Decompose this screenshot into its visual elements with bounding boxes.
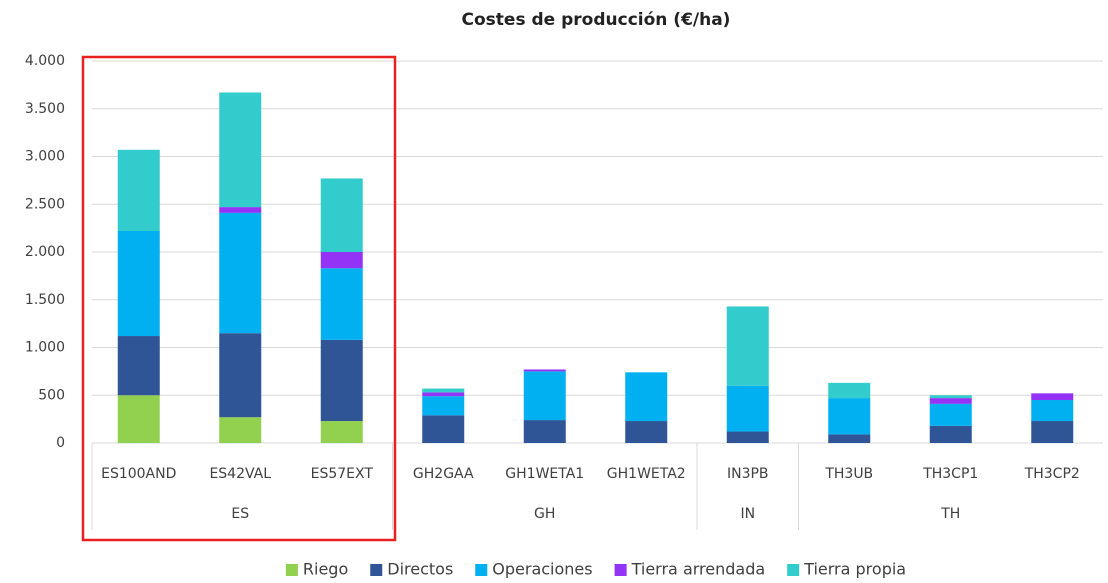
legend-label: Tierra propia: [803, 560, 906, 579]
x-tick-label: GH2GAA: [413, 466, 474, 482]
legend-label: Tierra arrendada: [631, 560, 766, 579]
bar-segment: [320, 268, 363, 340]
y-tick-label: 500: [38, 387, 65, 403]
bar-segment: [219, 417, 262, 443]
legend-item: Riego: [285, 560, 348, 579]
bar-segment: [117, 395, 160, 443]
bar-segment: [117, 336, 160, 396]
x-tick-label: TH3CP1: [922, 466, 978, 482]
bar-segment: [828, 382, 871, 399]
y-tick-label: 4.000: [25, 53, 65, 69]
y-tick-label: 3.000: [25, 149, 65, 165]
y-tick-label: 2.500: [25, 196, 65, 212]
x-tick-label: GH1WETA2: [607, 466, 686, 482]
legend-item: Tierra arrendada: [614, 560, 766, 579]
legend-label: Directos: [387, 560, 453, 579]
bar-segment: [625, 372, 668, 422]
x-tick-label: TH3CP2: [1024, 466, 1080, 482]
legend-swatch: [370, 564, 383, 576]
bar-segment: [117, 230, 160, 337]
legend-swatch: [614, 564, 627, 576]
bar-segment: [726, 431, 769, 443]
bar-segment: [625, 421, 668, 443]
bar-segment: [523, 371, 566, 421]
y-tick-label: 2.000: [25, 244, 65, 260]
highlight-box: [81, 55, 397, 542]
bar-segment: [422, 388, 465, 393]
legend-label: Operaciones: [492, 560, 592, 579]
bar-segment: [219, 207, 262, 213]
bar-segment: [219, 92, 262, 208]
bar-segment: [1031, 421, 1074, 443]
bar-segment: [726, 306, 769, 386]
bar-segment: [320, 421, 363, 443]
legend-item: Operaciones: [475, 560, 593, 579]
legend-item: Directos: [370, 560, 453, 579]
bar-segment: [929, 398, 972, 404]
y-tick-label: 1.000: [25, 340, 65, 356]
bar-segment: [219, 212, 262, 334]
y-tick-label: 3.500: [25, 101, 65, 117]
bar-segment: [422, 396, 465, 416]
y-tick-label: 0: [56, 435, 65, 451]
bar-segment: [523, 420, 566, 443]
group-label: IN: [740, 506, 755, 522]
group-label: GH: [534, 506, 555, 522]
x-tick-label: TH3UB: [824, 466, 873, 482]
bar-segment: [219, 333, 262, 418]
x-tick-label: ES42VAL: [209, 466, 271, 482]
legend-label: Riego: [303, 560, 348, 579]
bar-segment: [320, 178, 363, 252]
x-tick-label: IN3PB: [727, 466, 769, 482]
bar-segment: [929, 395, 972, 399]
x-tick-label: ES57EXT: [311, 466, 374, 482]
plot: 0 500 1.000 1.500 2.000 2.500 3.000 3.500 4.000 E…: [25, 53, 1103, 579]
group-label: TH: [940, 506, 960, 522]
legend-item: Tierra propia: [787, 560, 906, 579]
bar-segment: [422, 415, 465, 443]
chart-title: Costes de producción (€/ha): [462, 10, 731, 30]
bar-segment: [929, 425, 972, 443]
bar-segment: [422, 392, 465, 397]
bar-segment: [1031, 400, 1074, 422]
bar-segment: [523, 369, 566, 372]
y-tick-label: 1.500: [25, 292, 65, 308]
bar-segment: [929, 403, 972, 426]
bar-segment: [828, 434, 871, 443]
x-tick-label: ES100AND: [101, 466, 176, 482]
bar-segment: [320, 252, 363, 269]
bar-segment: [828, 398, 871, 435]
legend-swatch: [475, 564, 488, 576]
x-tick-label: GH1WETA1: [505, 466, 584, 482]
bar-segment: [1031, 393, 1074, 401]
group-label: ES: [231, 506, 249, 522]
legend-swatch: [285, 564, 298, 576]
legend-swatch: [787, 564, 800, 576]
bar-segment: [726, 385, 769, 432]
bar-segment: [117, 149, 160, 231]
bar-segment: [320, 339, 363, 422]
